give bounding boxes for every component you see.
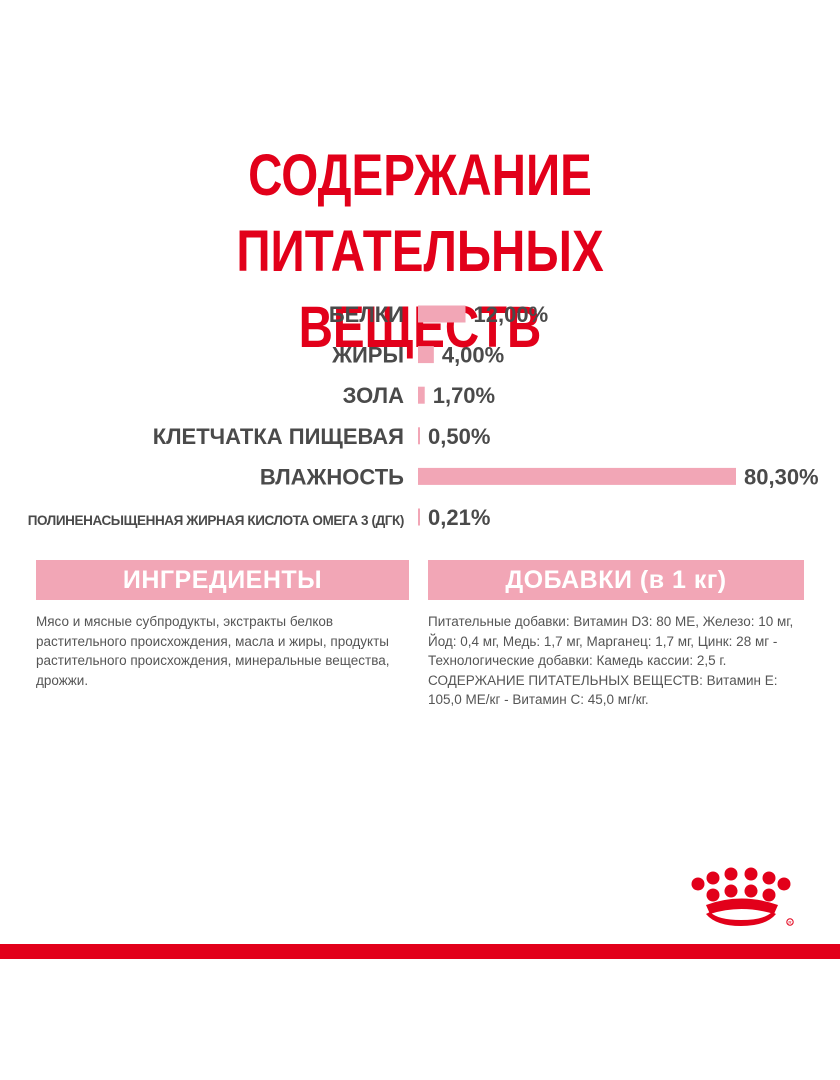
- value-label: 0,21%: [428, 505, 490, 530]
- additives-text: Питательные добавки: Витамин D3: 80 МЕ, …: [428, 614, 794, 707]
- svg-text:R: R: [788, 920, 792, 925]
- value-label: 4,00%: [442, 343, 504, 368]
- bar: [418, 467, 736, 485]
- page-title: СОДЕРЖАНИЕ ПИТАТЕЛЬНЫХ ВЕЩЕСТВ: [76, 138, 765, 366]
- category-label: ЗОЛА: [343, 383, 404, 408]
- ingredients-header: ИНГРЕДИЕНТЫ: [36, 560, 409, 600]
- crown-logo-icon: R: [691, 867, 794, 926]
- page-title-line-1: СОДЕРЖАНИЕ ПИТАТЕЛЬНЫХ: [236, 143, 604, 284]
- category-label: КЛЕТЧАТКА ПИЩЕВАЯ: [153, 424, 404, 449]
- category-label: БЕЛКИ: [329, 302, 404, 327]
- value-label: 80,30%: [744, 464, 819, 489]
- ingredients-text: Мясо и мясные субпродукты, экстракты бел…: [36, 614, 390, 688]
- bar: [418, 427, 420, 445]
- category-label: ВЛАЖНОСТЬ: [260, 464, 404, 489]
- value-label: 0,50%: [428, 424, 490, 449]
- bar: [418, 508, 420, 526]
- value-label: 1,70%: [433, 383, 495, 408]
- value-label: 12,00%: [474, 302, 549, 327]
- category-label: ПОЛИНЕНАСЫЩЕННАЯ ЖИРНАЯ КИСЛОТА ОМЕГА 3 …: [28, 513, 404, 528]
- bar: [418, 305, 466, 323]
- additives-header: ДОБАВКИ (в 1 кг): [428, 560, 804, 600]
- footer-red-stripe: [0, 944, 840, 959]
- nutrient-bar-chart: БЕЛКИ 12,00% ЖИРЫ 4,00% ЗОЛА 1,70% КЛЕТЧАТКА П…: [28, 302, 819, 530]
- bar: [418, 386, 425, 404]
- bar: [418, 346, 434, 364]
- category-label: ЖИРЫ: [331, 343, 404, 368]
